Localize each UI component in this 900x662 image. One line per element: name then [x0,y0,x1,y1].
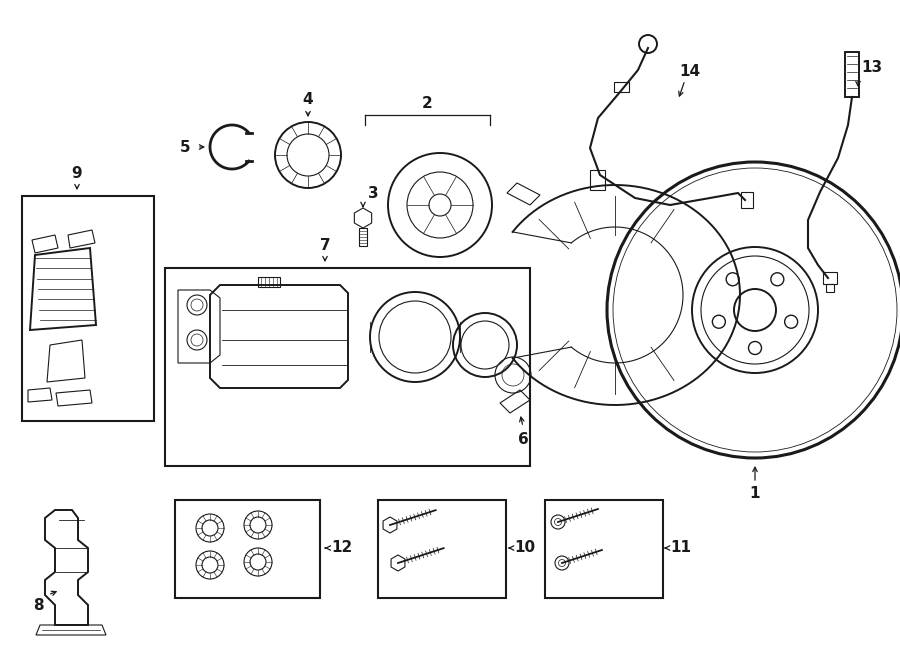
Text: 7: 7 [320,238,330,254]
Text: 1: 1 [750,485,760,500]
Text: 13: 13 [861,60,883,75]
Text: 6: 6 [518,432,528,448]
Bar [741,192,753,208]
Text: 14: 14 [680,64,700,79]
Bar [22,196,154,421]
Text: 11: 11 [670,540,691,555]
Bar [590,170,605,190]
Bar [823,272,837,284]
Text: 9: 9 [72,167,82,181]
Bar [359,228,367,246]
Bar [845,52,859,97]
Bar [614,82,629,92]
Bar [165,268,530,466]
Text: 2: 2 [421,95,432,111]
Bar [378,500,506,598]
Text: 3: 3 [368,185,378,201]
Bar [175,500,320,598]
Text: 5: 5 [180,140,190,154]
Text: 10: 10 [515,540,536,555]
Text: 8: 8 [32,598,43,612]
Text: 12: 12 [331,540,353,555]
Bar [826,284,834,292]
Text: 4: 4 [302,93,313,107]
Bar [258,277,280,287]
Bar [545,500,663,598]
